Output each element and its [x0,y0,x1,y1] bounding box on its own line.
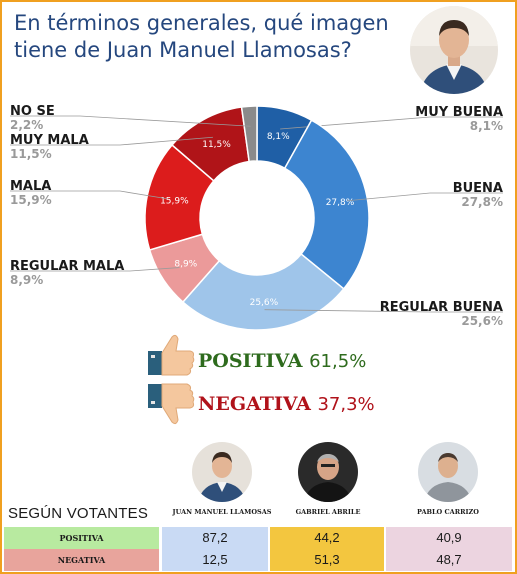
negative-summary: NEGATIVA 37,3% [198,393,375,415]
legend-value-muy-mala: 11,5% [10,147,52,161]
thumbs-down-icon [148,383,195,425]
negative-label: NEGATIVA [198,393,311,415]
slice-no-se [240,105,258,163]
row-label-positiva: POSITIVA [4,527,159,549]
legend-name-regular-buena: REGULAR BUENA [380,300,503,315]
candidate-photo-abrile [298,442,358,502]
slice-regular-buena [181,253,345,331]
legend-value-regular-mala: 8,9% [10,273,43,287]
legend-name-muy-buena: MUY BUENA [415,105,503,120]
candidate-photo-carrizo [418,442,478,502]
leader-line-no-se [10,115,251,127]
legend-value-buena: 27,8% [461,195,503,209]
voters-section-title: SEGÚN VOTANTES [8,505,149,522]
candidate-name-carrizo: PABLO CARRIZO [417,508,479,516]
cell-negativa-carrizo: 48,7 [386,549,512,571]
leader-line-regular-mala [10,267,180,272]
cell-negativa-llamosas: 12,5 [162,549,268,571]
legend-name-no-se: NO SE [10,104,55,119]
legend-name-buena: BUENA [453,181,503,196]
slice-value-regular-mala: 8,9% [174,260,197,270]
legend-name-regular-mala: REGULAR MALA [10,259,124,274]
legend-name-mala: MALA [10,179,51,194]
candidate-photo-llamosas [192,442,252,502]
leader-line-buena [347,192,503,202]
legend-value-regular-buena: 25,6% [461,314,503,328]
legend-value-muy-buena: 8,1% [470,119,503,133]
leader-line-muy-buena [280,116,503,130]
legend-value-no-se: 2,2% [10,118,43,132]
positive-label: POSITIVA [198,350,303,372]
slice-value-muy-mala: 11,5% [202,140,231,150]
cell-negativa-abrile: 51,3 [270,549,384,571]
slice-buena [283,119,370,290]
slice-value-muy-buena: 8,1% [267,132,290,142]
thumbs-up-icon [148,334,195,376]
cell-positiva-llamosas: 87,2 [162,527,268,549]
cell-positiva-abrile: 44,2 [270,527,384,549]
leader-line-muy-mala [10,136,213,146]
cell-positiva-carrizo: 40,9 [386,527,512,549]
positive-value: 61,5% [309,351,367,372]
slice-value-regular-buena: 25,6% [250,298,279,308]
chart-title: En términos generales, qué imagen tiene … [14,11,389,62]
candidate-name-abrile: GABRIEL ABRILE [295,508,361,516]
candidate-name-llamosas: JUAN MANUEL LLAMOSAS [172,508,272,516]
slice-value-buena: 27,8% [326,198,355,208]
slice-value-mala: 15,9% [160,196,189,206]
positive-summary: POSITIVA 61,5% [198,350,366,372]
row-label-negativa: NEGATIVA [4,549,159,571]
leader-line-mala [10,190,168,200]
legend-value-mala: 15,9% [10,193,52,207]
leader-line-regular-buena [264,309,503,313]
negative-value: 37,3% [317,394,375,415]
legend-name-muy-mala: MUY MALA [10,133,89,148]
